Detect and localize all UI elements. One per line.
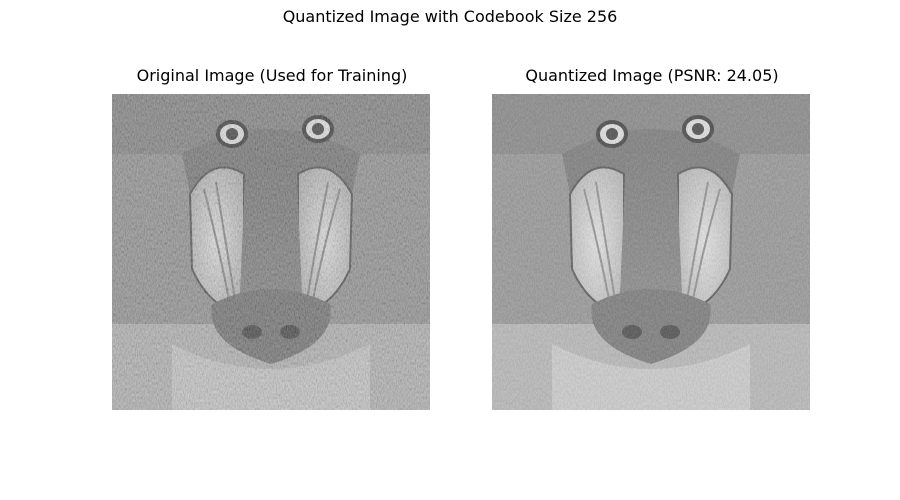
figure-suptitle: Quantized Image with Codebook Size 256 — [282, 7, 618, 26]
mandrill-face-illustration — [112, 94, 430, 410]
quantized-image-title: Quantized Image (PSNR: 24.05) — [525, 66, 779, 85]
quantized-mandrill-face-illustration — [492, 94, 810, 410]
quantized-mandrill-image — [492, 94, 810, 410]
original-image-title: Original Image (Used for Training) — [136, 66, 408, 85]
original-mandrill-image — [112, 94, 430, 410]
